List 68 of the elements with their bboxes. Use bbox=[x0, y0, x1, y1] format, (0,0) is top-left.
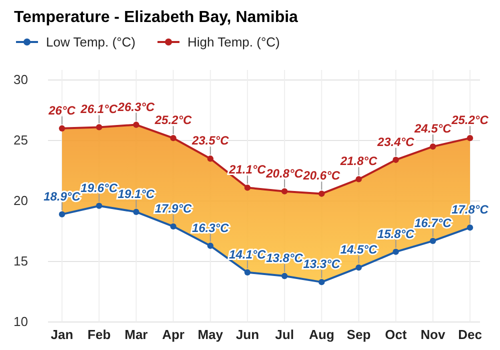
data-label: 25.2°C bbox=[154, 113, 192, 128]
point bbox=[318, 278, 325, 286]
point bbox=[430, 143, 436, 150]
data-label: 19.6°C bbox=[80, 180, 118, 195]
data-label: 23.4°C bbox=[376, 134, 415, 149]
point bbox=[430, 238, 436, 244]
point bbox=[96, 124, 102, 130]
point bbox=[133, 208, 140, 215]
y-tick-label: 20 bbox=[14, 193, 28, 208]
x-tick-label: Dec bbox=[458, 327, 482, 342]
point bbox=[392, 156, 399, 163]
point bbox=[244, 269, 251, 276]
point bbox=[170, 223, 176, 230]
point bbox=[58, 125, 66, 132]
legend-label: Low Temp. (°C) bbox=[46, 34, 136, 50]
point bbox=[318, 190, 325, 197]
data-label: 18.9°C bbox=[44, 189, 81, 204]
x-tick-label: Mar bbox=[124, 327, 148, 342]
x-tick-label: Oct bbox=[384, 327, 408, 342]
point bbox=[58, 211, 66, 218]
data-label: 23.5°C bbox=[190, 134, 230, 148]
point bbox=[133, 122, 140, 128]
data-label: 21.1°C bbox=[228, 162, 266, 177]
y-tick-label: 10 bbox=[14, 314, 28, 330]
data-label: 17.8°C bbox=[452, 202, 489, 217]
point bbox=[207, 242, 214, 249]
x-tick-label: May bbox=[198, 327, 224, 342]
point bbox=[96, 202, 102, 209]
data-label: 14.1°C bbox=[229, 247, 266, 262]
data-label: 20.8°C bbox=[265, 166, 304, 180]
data-label: 19.1°C bbox=[118, 186, 155, 201]
x-tick-label: Aug bbox=[308, 327, 334, 342]
data-label: 15.8°C bbox=[377, 226, 415, 241]
x-tick-label: Jan bbox=[50, 327, 74, 342]
data-label: 26.3°C bbox=[116, 100, 155, 114]
x-tick-label: Nov bbox=[420, 327, 446, 342]
point bbox=[281, 272, 288, 280]
point bbox=[356, 264, 362, 271]
point bbox=[392, 248, 399, 255]
chart-title: Temperature - Elizabeth Bay, Namibia bbox=[14, 9, 298, 26]
legend-label: High Temp. (°C) bbox=[187, 34, 280, 50]
point bbox=[170, 134, 176, 142]
data-label: 14.5°C bbox=[340, 242, 378, 257]
data-label: 16.3°C bbox=[192, 220, 230, 235]
data-label: 13.8°C bbox=[266, 251, 304, 266]
x-tick-label: Sep bbox=[346, 327, 371, 342]
x-tick-label: Jul bbox=[275, 327, 294, 342]
y-tick-label: 25 bbox=[14, 132, 28, 148]
point bbox=[356, 176, 362, 182]
point bbox=[281, 188, 288, 194]
data-label: 20.6°C bbox=[302, 168, 340, 183]
data-label: 26.1°C bbox=[80, 102, 118, 116]
y-tick-label: 15 bbox=[14, 254, 28, 269]
point bbox=[244, 184, 251, 191]
x-tick-label: Apr bbox=[162, 327, 184, 342]
data-label: 26°C bbox=[48, 103, 76, 118]
data-label: 21.8°C bbox=[339, 154, 378, 168]
point bbox=[207, 156, 214, 162]
data-label: 25.2°C bbox=[450, 113, 489, 128]
data-label: 13.3°C bbox=[303, 257, 340, 272]
data-label: 24.5°C bbox=[413, 122, 452, 136]
point bbox=[466, 134, 474, 142]
data-label: 17.9°C bbox=[154, 201, 192, 216]
y-tick-label: 30 bbox=[14, 72, 28, 88]
x-tick-label: Feb bbox=[88, 327, 111, 342]
point bbox=[466, 224, 474, 231]
x-tick-label: Jun bbox=[236, 327, 260, 342]
data-label: 16.7°C bbox=[414, 216, 452, 230]
